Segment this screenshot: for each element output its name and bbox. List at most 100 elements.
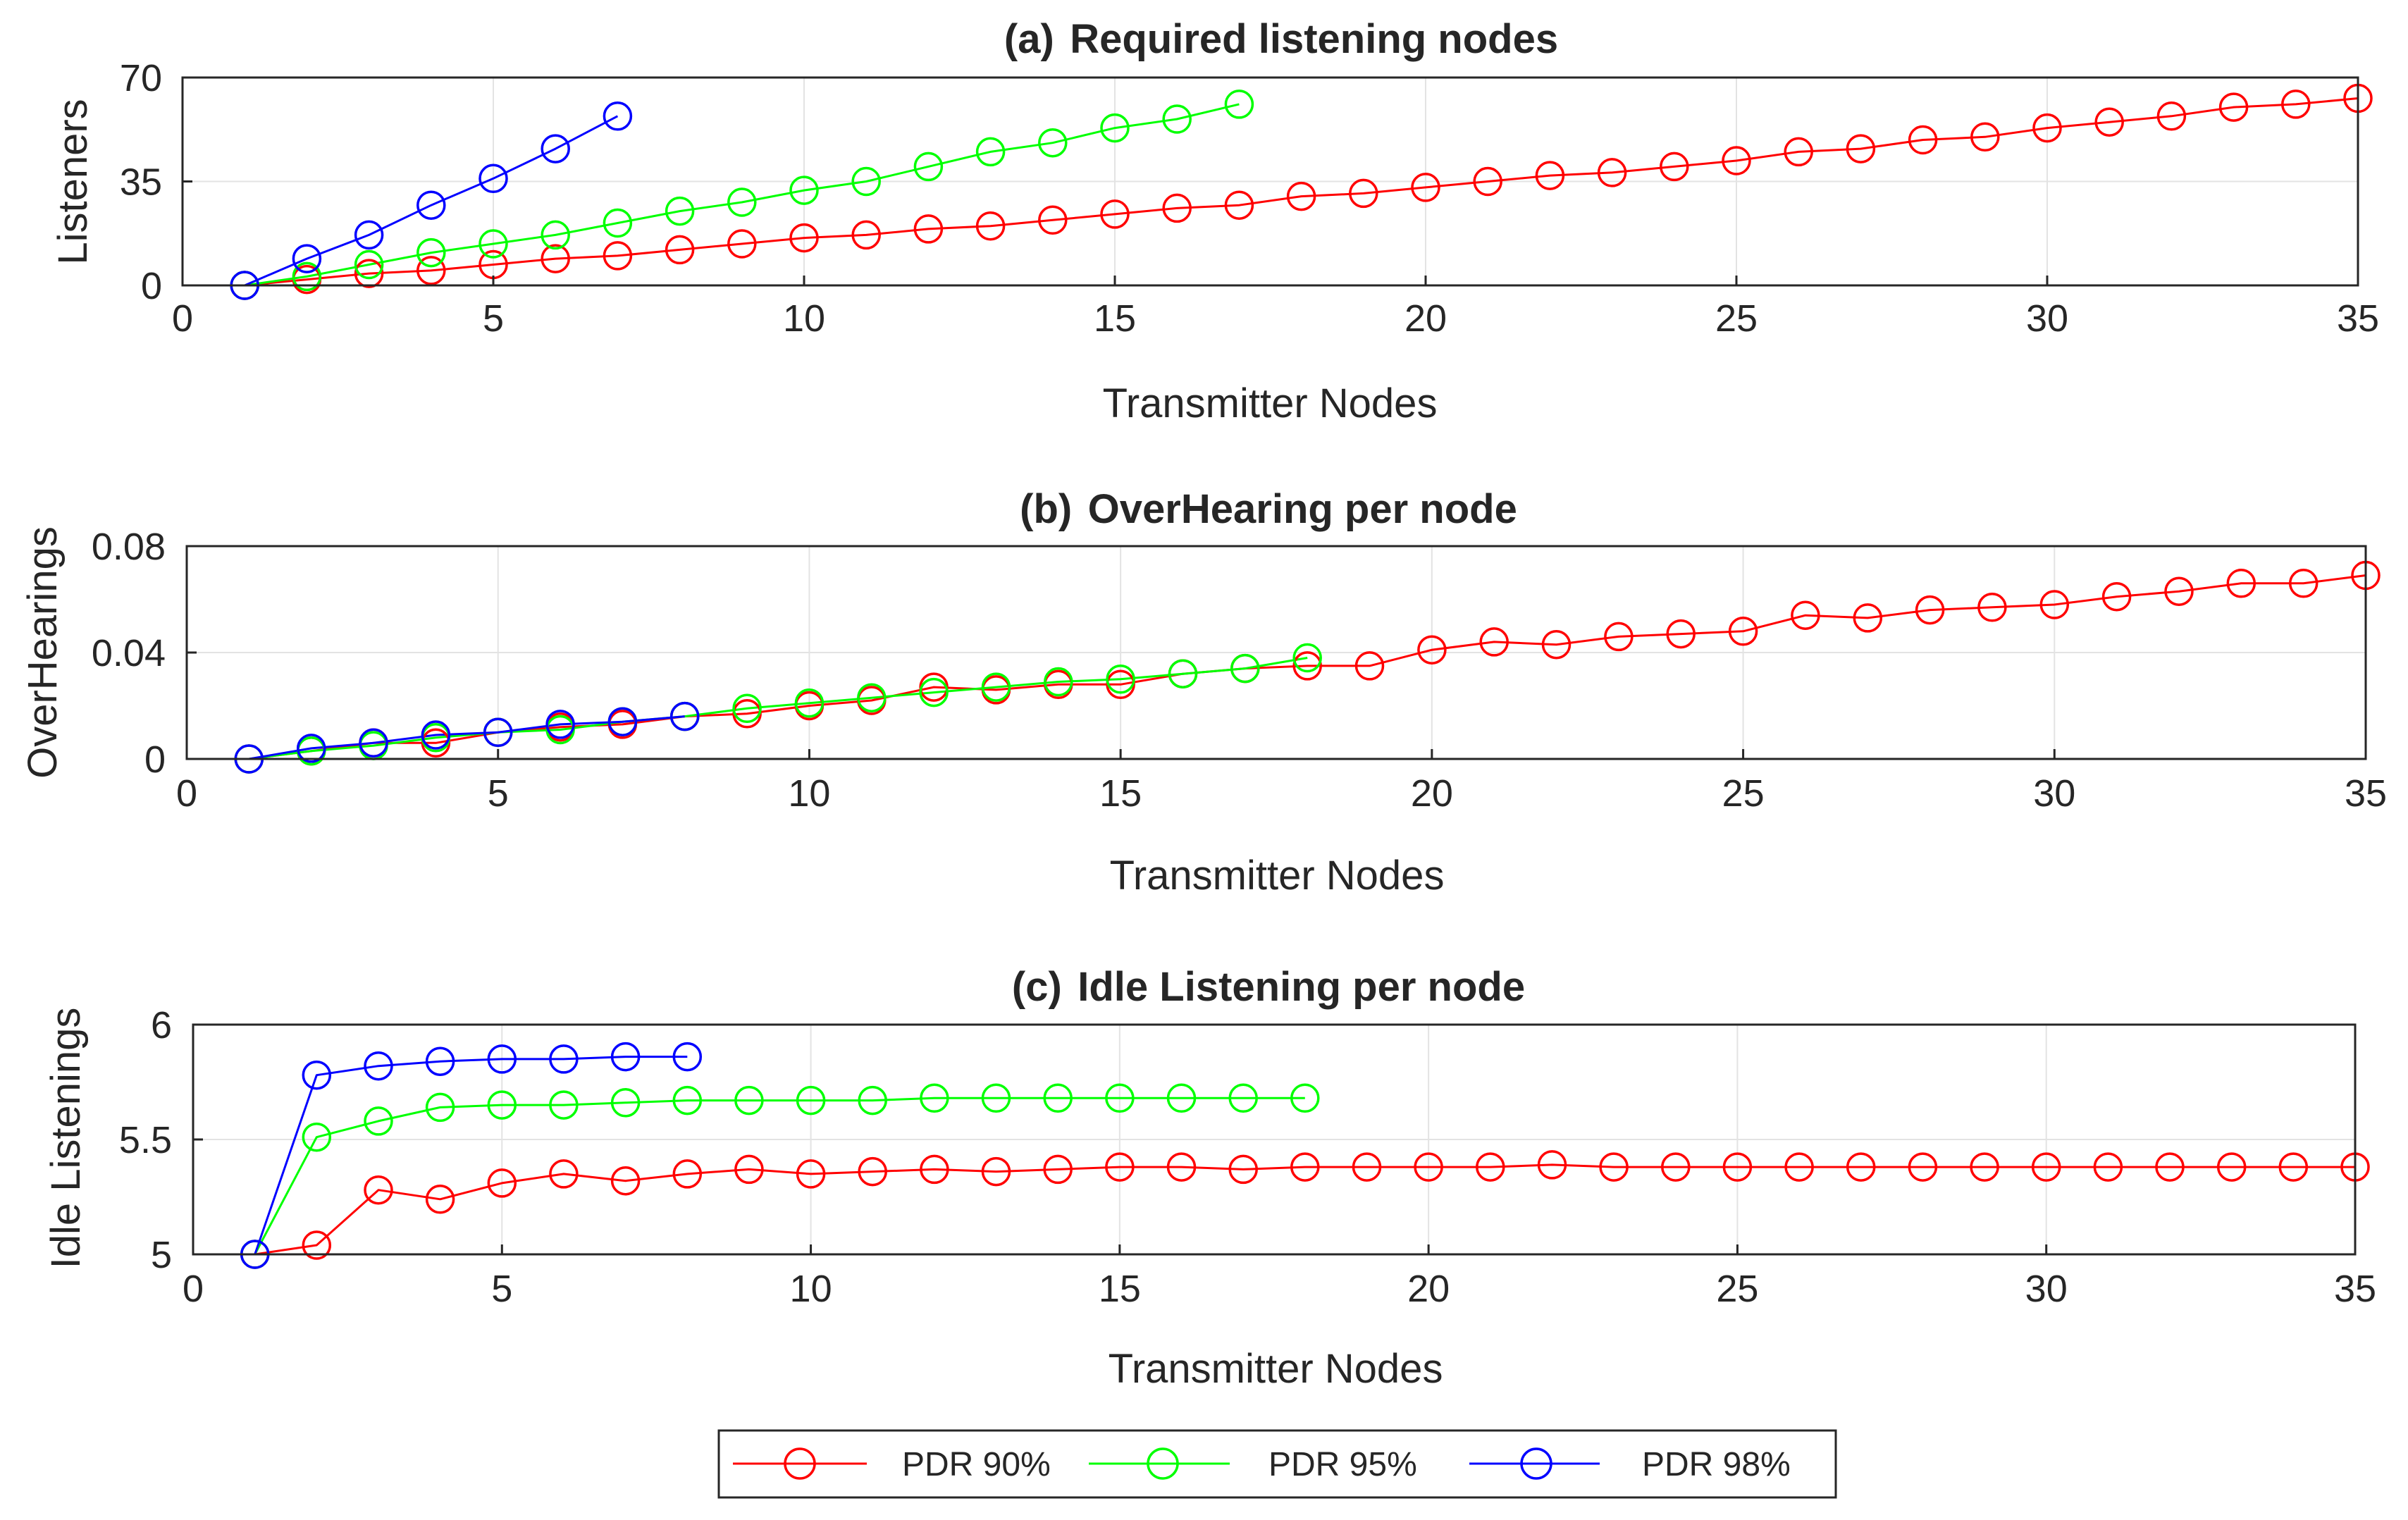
subplot-c-point-pdr90 [1784, 1152, 1814, 1182]
subplot-a-y-tick-label: 70 [120, 57, 162, 99]
subplot-c-point-pdr90 [610, 1166, 641, 1196]
subplot-a-point-pdr98 [478, 163, 508, 194]
subplot-b-point-pdr90 [1292, 651, 1322, 681]
subplot-b-x-tick-label: 20 [1411, 772, 1453, 815]
legend-label-pdr90: PDR 90% [902, 1446, 1051, 1483]
subplot-b-point-pdr95 [1168, 659, 1198, 688]
subplot-b-title: (b) OverHearing per node [1020, 486, 1517, 532]
subplot-a-x-tick-label: 30 [2026, 297, 2068, 340]
subplot-b-x-tick-label: 35 [2345, 772, 2387, 815]
subplot-c-point-pdr90 [1228, 1154, 1258, 1185]
subplot-c-point-pdr98 [425, 1046, 455, 1076]
subplot-a-point-pdr98 [354, 220, 384, 250]
subplot-c-point-pdr98 [610, 1042, 641, 1072]
subplot-a-point-pdr90 [1473, 166, 1502, 197]
subplot-c-point-pdr90 [1908, 1152, 1938, 1182]
subplot-c-y-label: Idle Listenings [43, 1008, 89, 1269]
subplot-c-point-pdr90 [1722, 1152, 1753, 1182]
subplot-b-point-pdr90 [1604, 622, 1634, 652]
subplot-b-y-tick-label: 0.04 [92, 632, 166, 674]
subplot-c-x-ticks: 0 5 10 15 20 25 30 35 [183, 1244, 2376, 1310]
subplot-c-x-tick-label: 20 [1407, 1268, 1450, 1310]
subplot-a-point-pdr95 [354, 249, 384, 280]
subplot-c-point-pdr98 [487, 1044, 517, 1074]
subplot-a-point-pdr90 [1970, 122, 2000, 152]
subplot-c-point-pdr95 [858, 1085, 887, 1116]
subplot-b-x-tick-label: 30 [2033, 772, 2075, 815]
subplot-b-point-pdr95 [919, 677, 949, 708]
subplot-c-point-pdr90 [1599, 1152, 1629, 1182]
subplot-c-y-tick-label: 5.5 [119, 1119, 172, 1161]
subplot-c-point-pdr90 [425, 1185, 455, 1214]
subplot-b-point-pdr90 [1417, 635, 1447, 665]
subplot-a-x-tick-label: 0 [172, 297, 193, 340]
subplot-c-point-pdr95 [549, 1090, 579, 1120]
subplot-a-point-pdr90 [789, 223, 819, 253]
subplot-c-point-pdr90 [1661, 1152, 1691, 1182]
subplot-a-x-tick-label: 15 [1094, 297, 1136, 340]
subplot-a-point-pdr95 [665, 196, 695, 226]
subplot-b-line-pdr98 [249, 715, 685, 760]
subplot-b-series-markers [234, 560, 2381, 774]
subplot-b-series-lines [249, 574, 2366, 760]
subplot-a-point-pdr95 [913, 152, 944, 182]
subplot-c-x-label: Transmitter Nodes [1109, 1346, 1443, 1392]
subplot-c-point-pdr90 [1352, 1152, 1382, 1182]
subplot-b-point-pdr98 [545, 710, 575, 739]
subplot-c-point-pdr90 [981, 1156, 1011, 1187]
subplot-c-point-pdr90 [858, 1156, 887, 1187]
subplot-b: (b) OverHearing per node 0 5 10 15 20 25 30 35 … [20, 486, 2387, 898]
subplot-c-point-pdr95 [1228, 1083, 1258, 1113]
subplot-c-point-pdr90 [734, 1154, 764, 1185]
subplot-b-y-label: OverHearings [20, 526, 66, 779]
subplot-b-x-ticks: 0 5 10 15 20 25 30 35 [176, 749, 2387, 815]
subplot-c-point-pdr98 [364, 1051, 393, 1081]
subplot-a-line-pdr98 [244, 115, 619, 287]
subplot-c-point-pdr90 [1043, 1154, 1073, 1185]
subplot-a-point-pdr90 [1100, 199, 1130, 229]
subplot-a-point-pdr90 [1411, 173, 1440, 202]
subplot-c-point-pdr95 [1166, 1083, 1197, 1113]
legend-marker-pdr95 [1147, 1447, 1179, 1480]
subplot-a-point-pdr95 [478, 229, 508, 259]
subplot-a-point-pdr90 [1162, 193, 1192, 223]
subplot-c-grid [193, 1025, 2355, 1254]
subplot-c-x-tick-label: 5 [491, 1268, 512, 1310]
subplot-b-point-pdr98 [607, 707, 638, 736]
subplot-a-point-pdr95 [789, 175, 819, 205]
subplot-b-y-ticks: 0 0.04 0.08 [92, 526, 197, 781]
subplot-c-point-pdr90 [364, 1175, 393, 1205]
subplot-c-point-pdr95 [1290, 1083, 1320, 1113]
subplot-c-series-lines [254, 1056, 2355, 1256]
subplot-b-point-pdr95 [1106, 665, 1135, 694]
legend: PDR 90% PDR 95% PDR 98% [717, 1429, 1837, 1499]
subplot-a-point-pdr90 [2032, 113, 2062, 143]
subplot-a-series-markers [230, 83, 2373, 300]
subplot-a-x-tick-label: 10 [783, 297, 825, 340]
subplot-c-point-pdr90 [1537, 1150, 1567, 1180]
subplot-a-point-pdr98 [603, 101, 633, 131]
subplot-a-point-pdr95 [1100, 113, 1130, 143]
subplot-b-point-pdr90 [1666, 619, 1696, 649]
subplot-c-point-pdr90 [2155, 1152, 2185, 1182]
subplot-a-point-pdr95 [541, 220, 570, 250]
subplot-b-point-pdr90 [1479, 627, 1509, 657]
subplot-a-point-pdr90 [2281, 89, 2311, 119]
legend-entry-pdr95: PDR 95% [1089, 1446, 1417, 1483]
subplot-a-point-pdr98 [292, 244, 322, 273]
subplot-b-point-pdr90 [1915, 595, 1945, 625]
subplot-b-x-tick-label: 0 [176, 772, 197, 815]
subplot-c-point-pdr90 [2031, 1152, 2061, 1182]
subplot-b-point-pdr95 [732, 693, 762, 724]
subplot-a-point-pdr90 [354, 259, 384, 288]
legend-entry-pdr90: PDR 90% [733, 1446, 1051, 1483]
subplot-c-y-tick-label: 5 [151, 1234, 172, 1276]
subplot-b-point-pdr90 [1354, 651, 1385, 681]
subplot-a-point-pdr90 [1224, 190, 1254, 220]
subplot-c-point-pdr95 [610, 1088, 641, 1118]
subplot-b-point-pdr90 [1791, 600, 1820, 630]
subplot-a-point-pdr90 [1660, 152, 1689, 182]
subplot-c-x-tick-label: 10 [790, 1268, 832, 1310]
subplot-a-y-tick-label: 35 [120, 161, 162, 204]
